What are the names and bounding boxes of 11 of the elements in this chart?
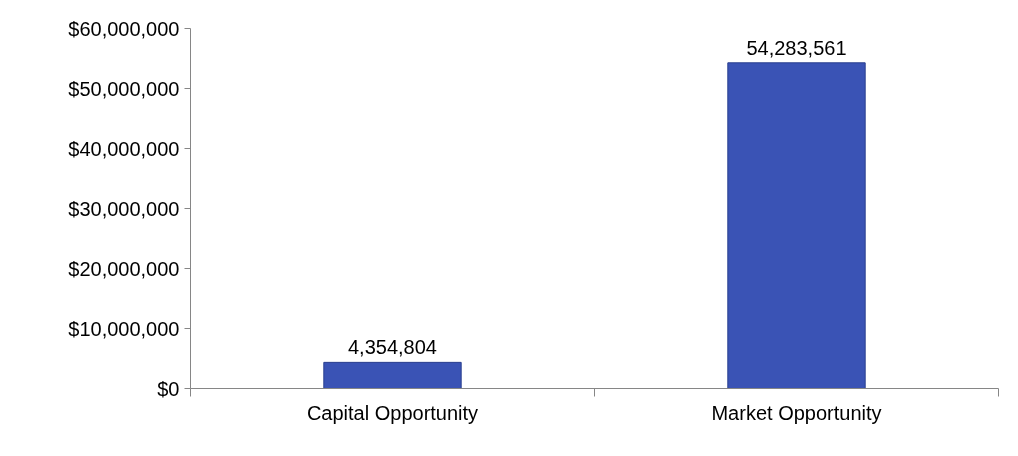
- y-tick-label: $50,000,000: [68, 77, 180, 100]
- x-tick-label: Capital Opportunity: [306, 401, 479, 424]
- y-tick-label: $0: [157, 377, 180, 400]
- y-tick-label: $10,000,000: [68, 317, 180, 340]
- y-tick-label: $30,000,000: [68, 197, 180, 220]
- data-label: 54,283,561: [746, 36, 847, 59]
- y-tick-label: $20,000,000: [68, 257, 180, 280]
- data-label: 4,354,804: [348, 336, 437, 359]
- y-tick-label: $60,000,000: [68, 17, 180, 40]
- y-tick-label: $40,000,000: [68, 137, 180, 160]
- x-tick-label: Market Opportunity: [711, 401, 882, 424]
